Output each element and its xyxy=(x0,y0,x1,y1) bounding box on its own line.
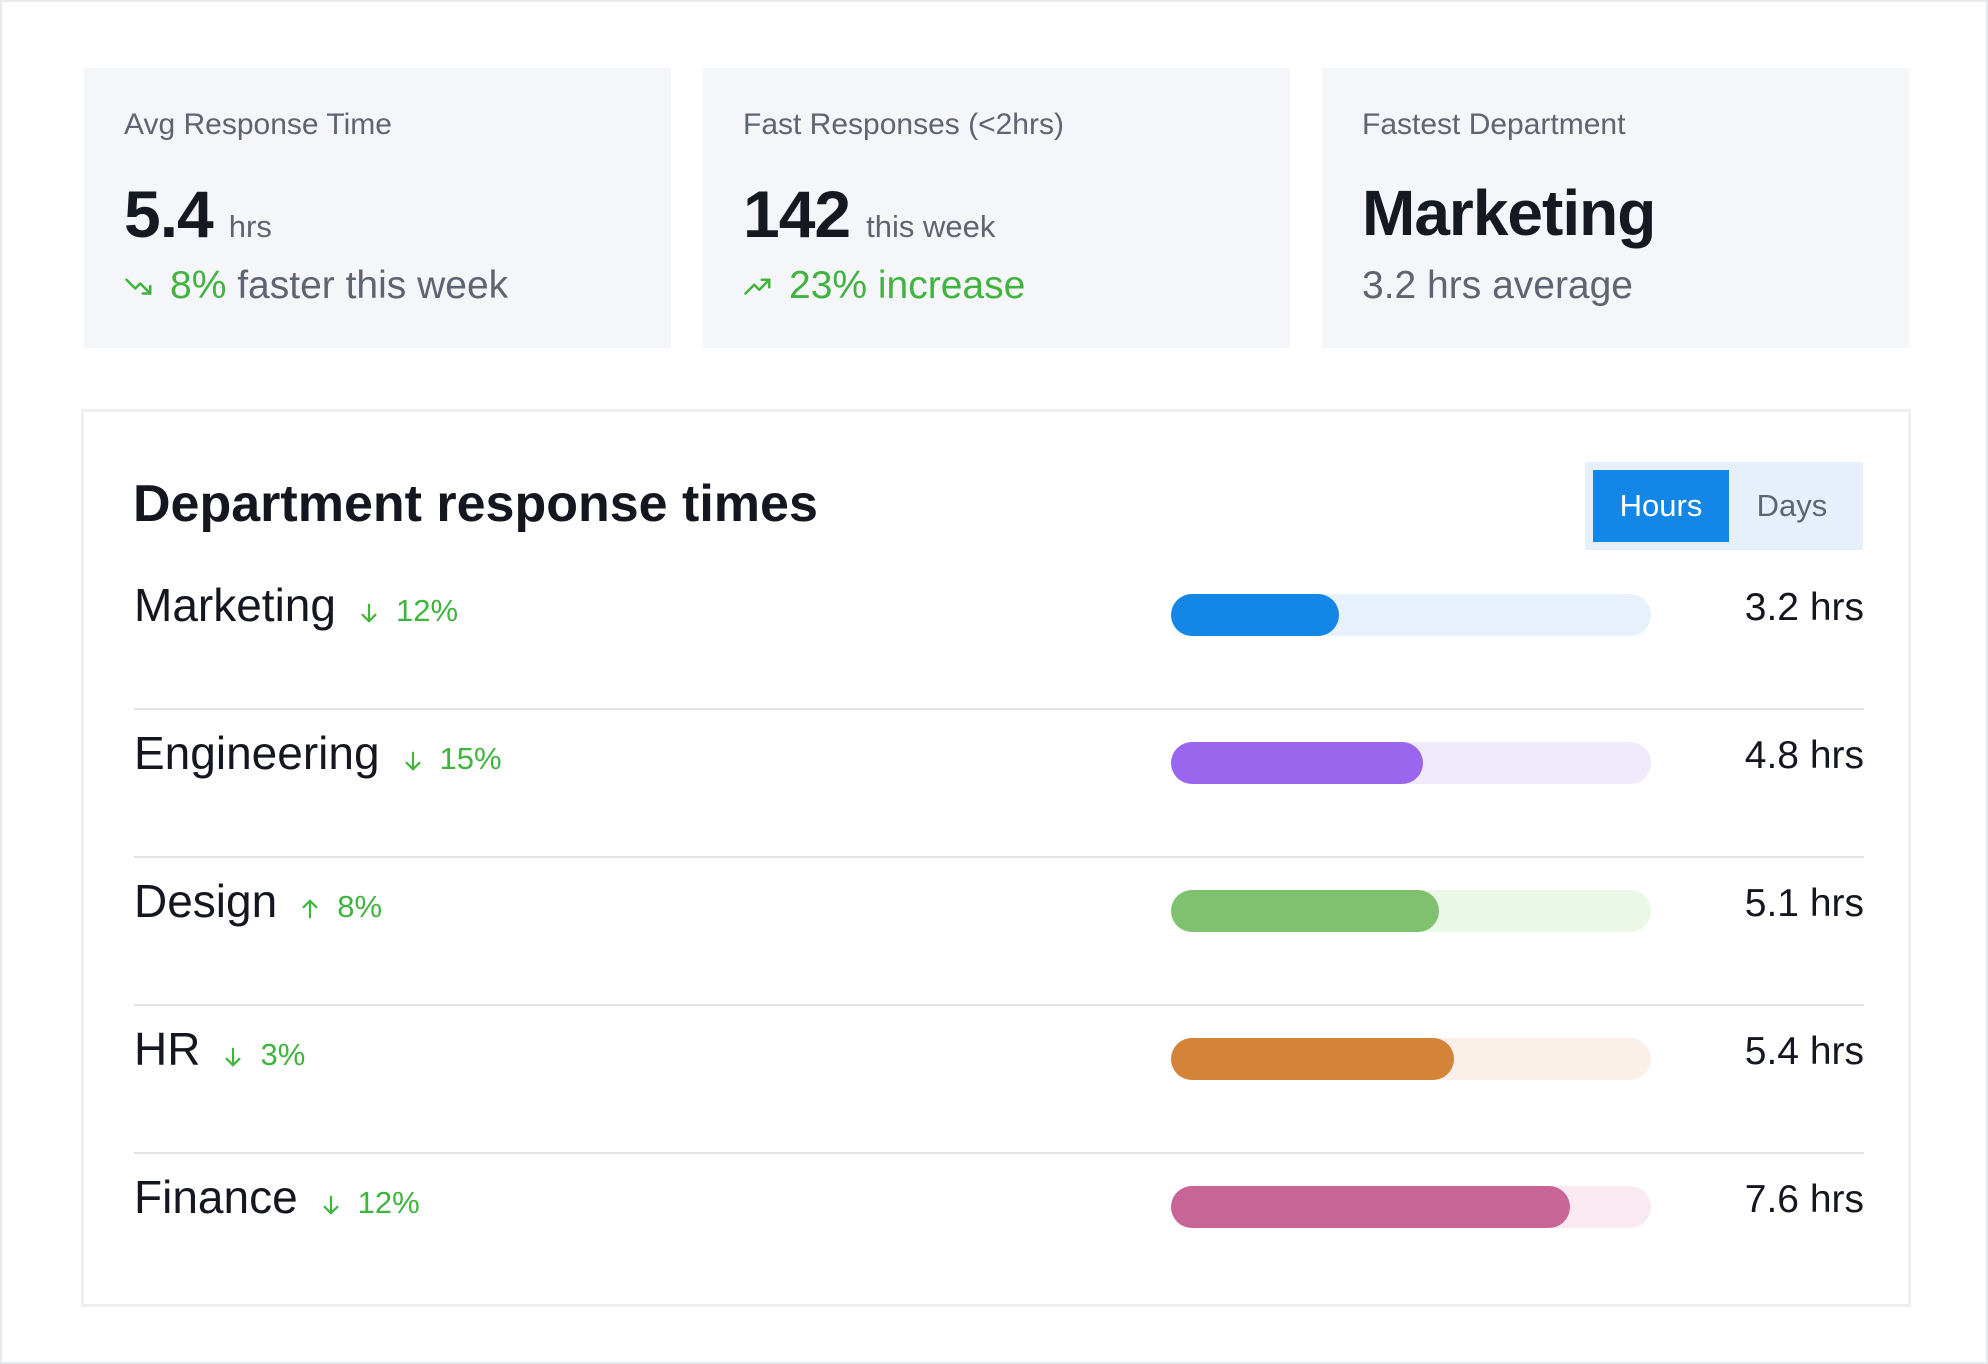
trend-value: 8% xyxy=(170,264,227,307)
response-bar-track xyxy=(1171,742,1651,784)
toggle-hours-button[interactable]: Hours xyxy=(1593,470,1729,542)
stat-card-avg-response: Avg Response Time 5.4 hrs 8% faster this… xyxy=(84,68,671,348)
department-change: 15% xyxy=(402,741,502,777)
card-label: Avg Response Time xyxy=(124,108,392,141)
arrow-down-icon xyxy=(361,603,377,623)
card-unit: hrs xyxy=(228,209,272,244)
card-value: Marketing xyxy=(1362,177,1656,249)
card-trend: 8% faster this week xyxy=(124,264,508,308)
change-value: 12% xyxy=(395,593,459,628)
response-bar-track xyxy=(1171,594,1651,636)
department-hours: 5.4 hrs xyxy=(1744,1030,1864,1073)
response-bar-fill xyxy=(1171,1038,1454,1080)
panel-title: Department response times xyxy=(133,475,818,533)
card-label: Fast Responses (<2hrs) xyxy=(743,108,1064,141)
department-hours: 5.1 hrs xyxy=(1744,882,1864,925)
card-value: 142 xyxy=(743,177,851,251)
trend-value: 23% increase xyxy=(789,264,1026,307)
response-bar-fill xyxy=(1171,594,1339,636)
department-change: 12% xyxy=(320,1185,420,1221)
change-value: 15% xyxy=(439,741,502,776)
toggle-days-button[interactable]: Days xyxy=(1729,470,1855,542)
department-name-group: Engineering 15% xyxy=(134,726,502,780)
card-value-row: 142 this week xyxy=(743,176,995,252)
trend-text: faster this week xyxy=(226,264,509,307)
response-bar-track xyxy=(1171,1038,1651,1080)
department-change: 12% xyxy=(358,593,458,629)
department-name: Finance xyxy=(134,1171,298,1223)
card-value-row: 5.4 hrs xyxy=(124,176,272,252)
arrow-up-icon xyxy=(302,899,318,919)
department-row: Engineering 15% 4.8 hrs xyxy=(134,710,1864,858)
department-name-group: Marketing 12% xyxy=(134,578,458,632)
stat-card-fast-responses: Fast Responses (<2hrs) 142 this week 23%… xyxy=(703,68,1290,348)
trending-up-icon xyxy=(744,278,771,295)
card-trend: 23% increase xyxy=(743,264,1025,308)
department-name-group: Design 8% xyxy=(134,874,382,928)
change-value: 8% xyxy=(337,889,383,924)
department-name: Marketing xyxy=(134,579,336,631)
change-value: 12% xyxy=(357,1185,420,1220)
department-name-group: HR 3% xyxy=(134,1022,305,1076)
department-name-group: Finance 12% xyxy=(134,1170,420,1224)
card-value: 5.4 xyxy=(124,177,214,251)
card-subtext: 3.2 hrs average xyxy=(1362,264,1634,307)
stat-card-fastest-department: Fastest Department Marketing 3.2 hrs ave… xyxy=(1322,68,1909,348)
arrow-down-icon xyxy=(405,751,421,771)
department-row: HR 3% 5.4 hrs xyxy=(134,1006,1864,1154)
arrow-down-icon xyxy=(225,1047,241,1067)
response-bar-track xyxy=(1171,1186,1651,1228)
trending-down-icon xyxy=(125,278,152,295)
department-name: Design xyxy=(134,875,278,927)
department-row: Finance 12% 7.6 hrs xyxy=(134,1154,1864,1302)
unit-toggle: Hours Days xyxy=(1585,462,1863,550)
change-value: 3% xyxy=(260,1037,306,1072)
department-hours: 7.6 hrs xyxy=(1744,1178,1864,1221)
card-label: Fastest Department xyxy=(1362,108,1626,141)
response-bar-fill xyxy=(1171,1186,1570,1228)
card-value-row: Marketing xyxy=(1362,176,1656,250)
card-unit: this week xyxy=(866,209,996,244)
department-change: 3% xyxy=(222,1037,305,1073)
department-change: 8% xyxy=(299,889,382,925)
department-hours: 3.2 hrs xyxy=(1744,586,1864,629)
response-bar-fill xyxy=(1171,742,1423,784)
response-bar-fill xyxy=(1171,890,1439,932)
response-bar-track xyxy=(1171,890,1651,932)
arrow-down-icon xyxy=(323,1195,339,1215)
department-response-panel: Department response times Hours Days Mar… xyxy=(81,409,1911,1307)
department-name: Engineering xyxy=(134,727,380,779)
department-name: HR xyxy=(134,1023,201,1075)
department-hours: 4.8 hrs xyxy=(1744,734,1864,777)
department-row: Design 8% 5.1 hrs xyxy=(134,858,1864,1006)
department-row: Marketing 12% 3.2 hrs xyxy=(134,562,1864,710)
